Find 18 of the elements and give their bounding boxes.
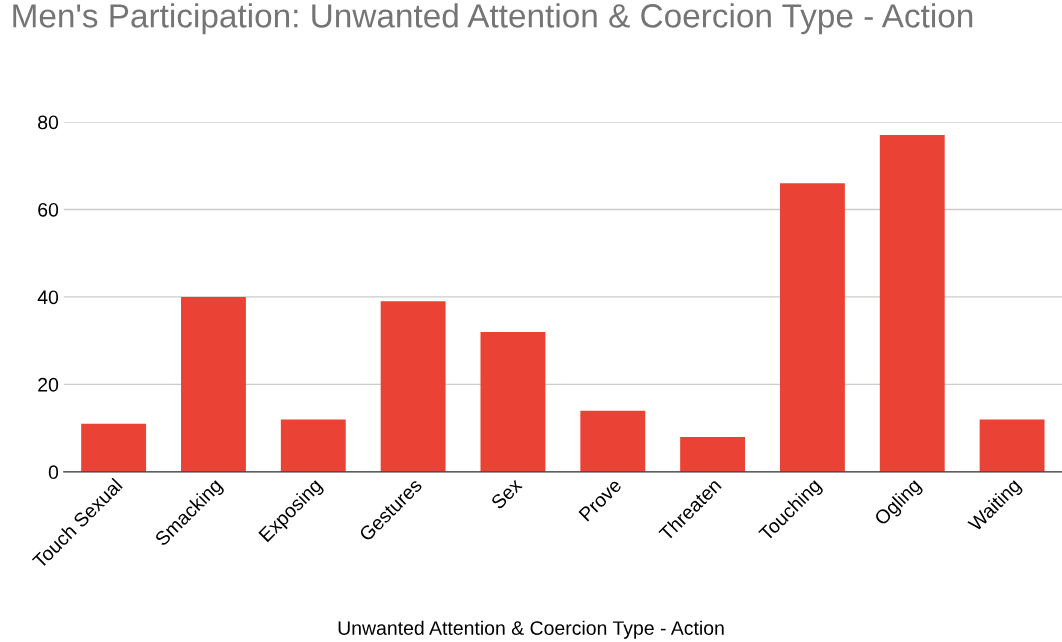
bar — [181, 296, 246, 472]
bar — [680, 436, 746, 472]
y-tick-label: 40 — [37, 290, 59, 305]
x-tick-label: Sex — [490, 477, 523, 510]
y-tick-label: 20 — [38, 377, 59, 392]
bar — [380, 301, 446, 472]
bar — [979, 419, 1045, 472]
bar — [81, 423, 147, 472]
y-tick-label: 0 — [48, 465, 59, 480]
bar — [580, 410, 646, 472]
bar — [779, 183, 845, 472]
bar — [280, 419, 346, 472]
x-axis-title: Unwanted Attention & Coercion Type - Action — [338, 620, 724, 639]
bar — [879, 135, 945, 472]
y-tick-label: 60 — [38, 202, 59, 217]
chart-title: Men's Participation: Unwanted Attention & Coercion Type - Action — [13, 3, 973, 35]
y-tick-label: 80 — [38, 115, 59, 130]
bar — [480, 331, 546, 472]
